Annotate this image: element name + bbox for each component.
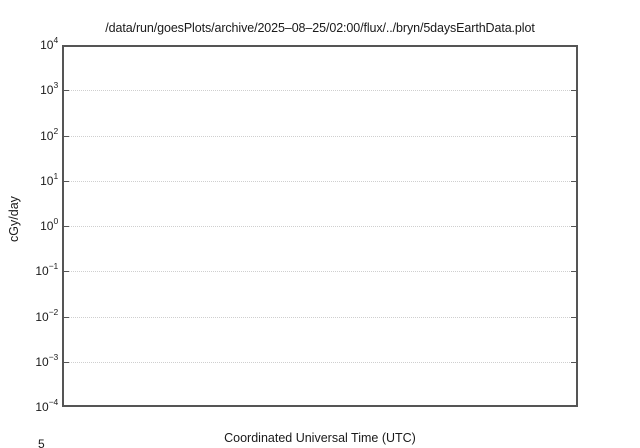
y-axis-tick-label: 10−1	[35, 261, 58, 279]
gridline-horizontal	[62, 90, 578, 92]
y-axis-tick-mark	[571, 361, 578, 363]
gridline-horizontal	[62, 316, 578, 318]
y-axis-tick-mark	[62, 135, 69, 137]
gridline-horizontal	[62, 135, 578, 137]
y-axis-tick-mark	[571, 90, 578, 92]
y-axis-tick-label: 103	[40, 80, 58, 98]
y-axis-tick-label: 101	[40, 170, 58, 188]
y-axis-tick-mark	[62, 226, 69, 227]
clipped-x-tick-label: 5	[38, 438, 45, 448]
gridline-horizontal	[62, 271, 578, 273]
gridline-horizontal	[62, 226, 578, 227]
y-axis-tick-mark	[62, 90, 69, 92]
y-axis-tick-mark	[62, 180, 69, 182]
y-axis-tick-mark	[571, 135, 578, 137]
plot-area	[62, 45, 578, 407]
y-axis-title: cGy/day	[7, 196, 21, 242]
y-axis-tick-label: 104	[40, 35, 58, 52]
y-axis-tick-mark	[571, 180, 578, 182]
y-axis-tick-mark	[571, 316, 578, 318]
y-axis-tick-label: 100	[40, 216, 58, 233]
gridline-horizontal	[62, 361, 578, 363]
x-axis-title: Coordinated Universal Time (UTC)	[224, 431, 416, 445]
chart-title: /data/run/goesPlots/archive/2025–08–25/0…	[105, 21, 535, 35]
y-axis-tick-label: 10−3	[35, 351, 58, 369]
y-axis-tick-mark	[571, 226, 578, 227]
y-axis-tick-mark	[62, 316, 69, 318]
y-axis-tick-mark	[62, 361, 69, 363]
gridline-horizontal	[62, 180, 578, 182]
y-axis-tick-mark	[571, 271, 578, 273]
y-axis-tick-label: 10−4	[35, 397, 58, 414]
y-axis-tick-mark	[62, 271, 69, 273]
y-axis-tick-label: 10−2	[35, 306, 58, 324]
y-axis-tick-label: 102	[40, 125, 58, 143]
